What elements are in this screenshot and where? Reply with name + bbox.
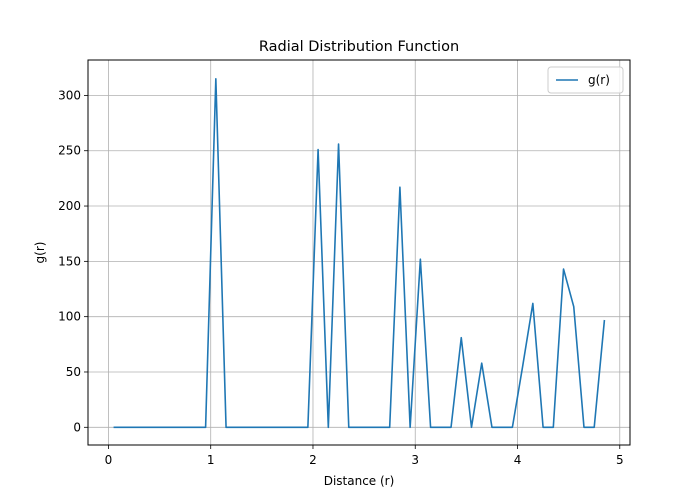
y-tick-label: 100 (58, 310, 81, 324)
x-tick-label: 3 (411, 453, 419, 467)
y-tick-label: 200 (58, 199, 81, 213)
series-layer (113, 78, 606, 429)
plot-area (88, 60, 630, 445)
x-axis: 0 1 2 3 4 5 (105, 445, 624, 467)
x-tick-label: 5 (616, 453, 624, 467)
x-tick-label: 1 (207, 453, 215, 467)
x-axis-label: Distance (r) (324, 474, 395, 488)
y-tick-label: 0 (73, 420, 81, 434)
y-tick-label: 250 (58, 144, 81, 158)
chart-title: Radial Distribution Function (259, 39, 459, 55)
legend-entry: g(r) (588, 73, 610, 87)
y-tick-label: 150 (58, 254, 81, 268)
y-axis-label: g(r) (33, 242, 47, 264)
plot-frame (87, 59, 631, 446)
x-tick-label: 4 (514, 453, 522, 467)
legend-box (547, 66, 624, 94)
legend: g(r) (547, 66, 624, 94)
x-tick-label: 2 (309, 453, 317, 467)
x-tick-label: 0 (105, 453, 113, 467)
y-axis: 0 50 100 150 200 250 300 (58, 88, 88, 434)
y-tick-label: 300 (58, 88, 81, 102)
y-tick-label: 50 (66, 365, 81, 379)
series-line (113, 78, 606, 429)
